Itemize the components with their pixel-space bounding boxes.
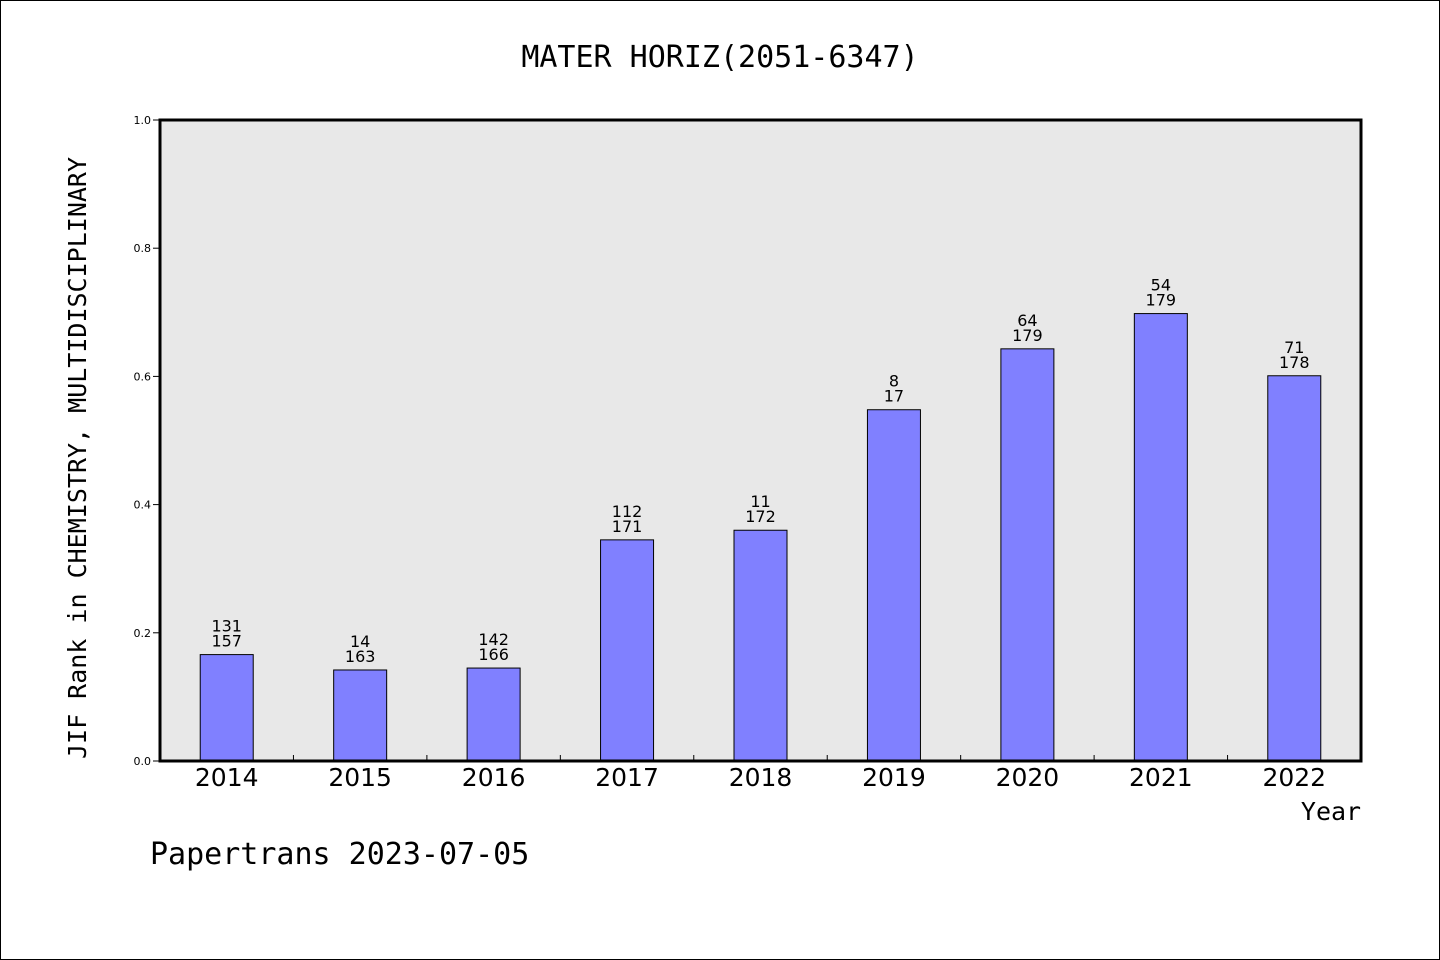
bar-rank-label: 8 [889, 372, 899, 391]
x-tick-label: 2015 [328, 763, 392, 792]
bar-2014 [199, 654, 254, 762]
x-tick-label: 2014 [195, 763, 259, 792]
bar-total-label: 163 [345, 647, 376, 666]
bar-rank-label: 142 [478, 630, 509, 649]
x-tick-label: 2020 [996, 763, 1060, 792]
x-tick-label: 2016 [462, 763, 526, 792]
bar-2022 [1267, 375, 1322, 762]
bar-rank-label: 14 [350, 632, 370, 651]
y-tick-label: 0.2 [134, 627, 152, 640]
bar-total-label: 179 [1012, 326, 1043, 345]
bar-total-label: 171 [612, 517, 643, 536]
bar-2016 [466, 667, 521, 762]
x-tick-label: 2019 [862, 763, 926, 792]
x-axis-label: Year [1301, 797, 1361, 826]
chart-title: MATER HORIZ(2051-6347) [521, 40, 918, 75]
bar-total-label: 166 [478, 645, 509, 664]
bar-rank-label: 71 [1284, 338, 1304, 357]
bar-total-label: 157 [211, 632, 242, 651]
bar-2017 [600, 539, 655, 762]
y-tick-label: 0.4 [134, 499, 152, 512]
bar-2021 [1133, 313, 1188, 762]
plot-frame [158, 118, 1363, 763]
bar-total-label: 17 [884, 387, 904, 406]
y-tick-label: 0.0 [134, 755, 152, 768]
bar-total-label: 172 [745, 507, 776, 526]
x-tick-label: 2018 [729, 763, 793, 792]
bar-2015 [333, 669, 388, 762]
bar-rank-label: 131 [211, 617, 242, 636]
footer-watermark: Papertrans 2023-07-05 [150, 837, 529, 872]
bar-total-label: 178 [1279, 353, 1310, 372]
y-tick-label: 0.8 [134, 242, 152, 255]
y-tick-label: 0.6 [134, 370, 152, 383]
bar-2018 [733, 529, 788, 762]
x-tick-label: 2017 [595, 763, 659, 792]
x-axis: 2014 2015 2016 2017 2018 2019 2020 2021 2022 [195, 755, 1326, 792]
y-tick-label: 1.0 [134, 114, 152, 127]
bar-rank-label: 64 [1017, 311, 1037, 330]
bar-rank-label: 54 [1151, 276, 1171, 295]
bar-rank-label: 11 [750, 492, 770, 511]
y-axis-label: JIF Rank in CHEMISTRY, MULTIDISCIPLINARY [63, 157, 92, 759]
x-tick-label: 2022 [1262, 763, 1326, 792]
bar-2020 [1000, 348, 1055, 762]
bar-2019 [866, 409, 921, 762]
x-tick-label: 2021 [1129, 763, 1193, 792]
bar-total-label: 179 [1146, 291, 1177, 310]
bar-rank-label: 112 [612, 502, 643, 521]
y-axis: 0.0 0.2 0.4 0.6 0.8 1.0 [134, 114, 160, 768]
